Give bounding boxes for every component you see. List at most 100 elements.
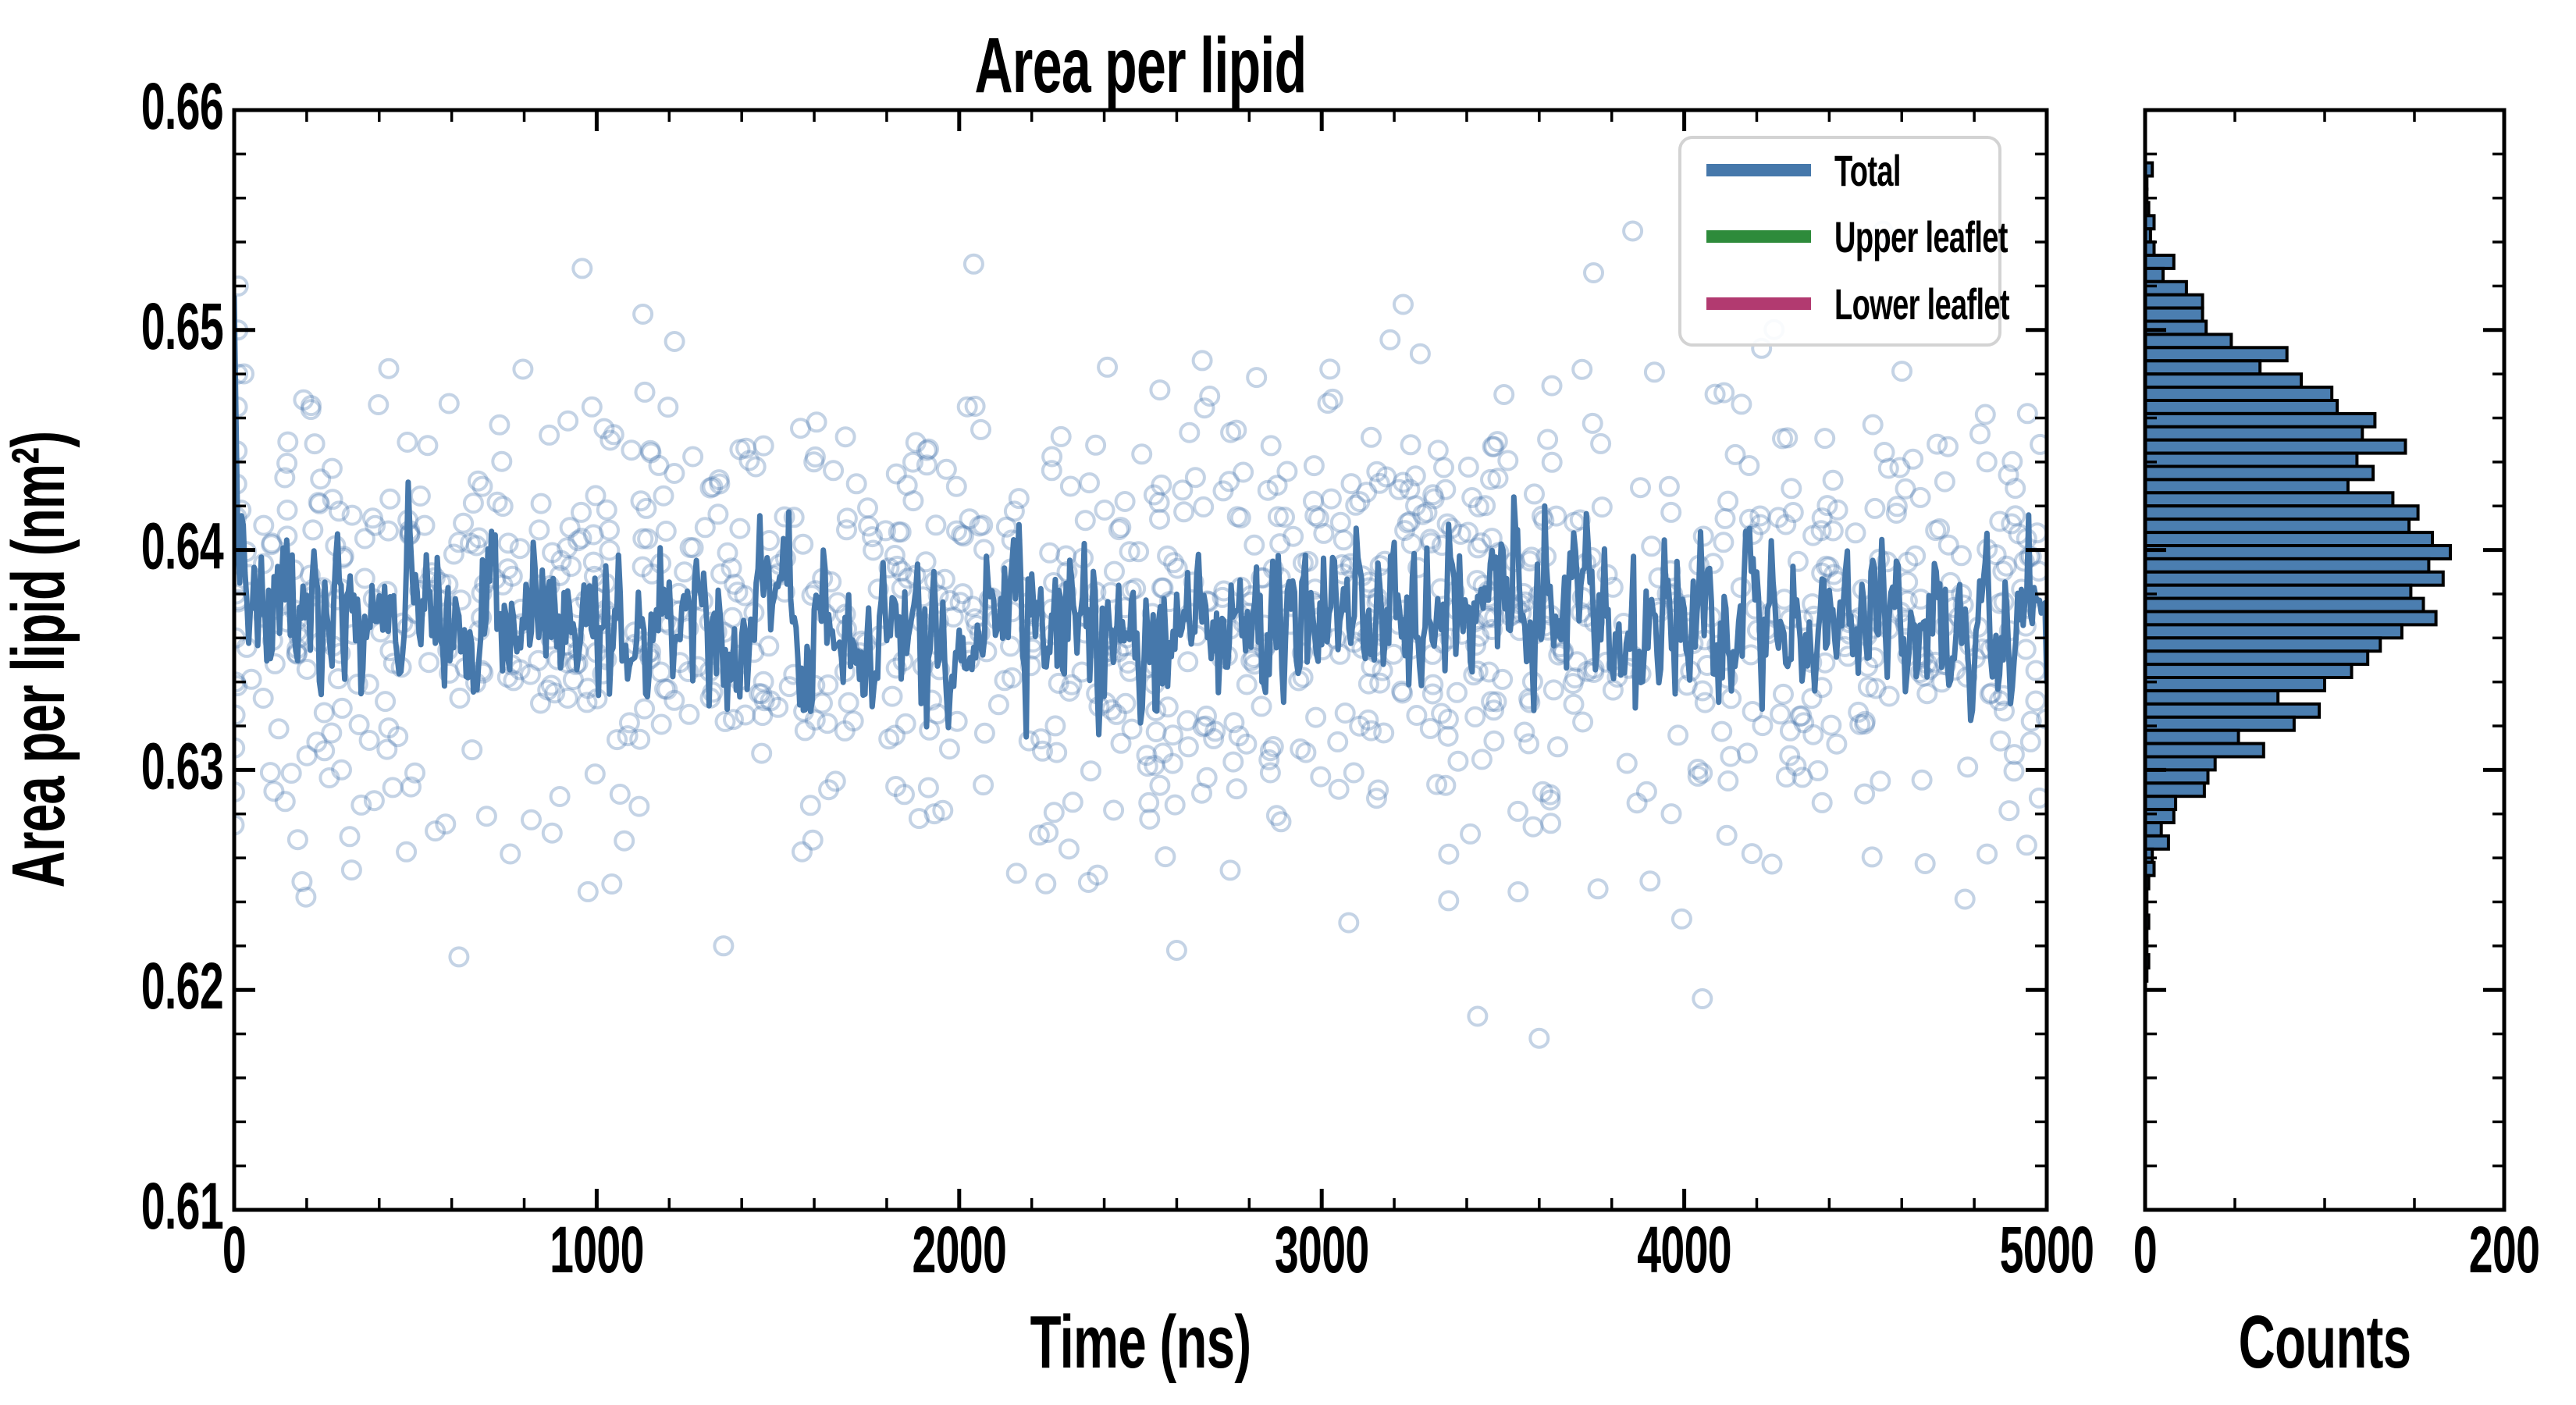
scatter-point <box>2016 834 2037 856</box>
scatter-point <box>945 475 967 497</box>
scatter-point <box>708 469 730 491</box>
scatter-point <box>1814 428 1836 450</box>
scatter-point <box>923 803 945 825</box>
scatter-point <box>1779 745 1801 767</box>
scatter-point <box>1514 721 1535 743</box>
scatter-point <box>1687 759 1709 780</box>
scatter-point <box>1522 816 1544 838</box>
scatter-point <box>1437 709 1459 730</box>
scatter-point <box>1854 710 1876 732</box>
histogram-bar <box>2144 372 2304 389</box>
scatter-point <box>1356 482 1378 503</box>
scatter-point <box>1435 478 1457 500</box>
scatter-point <box>475 806 497 827</box>
scatter-point <box>341 504 363 526</box>
scatter-point <box>1276 461 1298 482</box>
scatter-point <box>727 582 749 603</box>
scatter-point <box>916 439 938 461</box>
scatter-point <box>1085 434 1107 456</box>
hist-x-axis-label: Counts <box>2239 1301 2411 1384</box>
scatter-point <box>318 767 340 788</box>
scatter-point <box>1265 805 1287 827</box>
histogram-bar <box>2144 438 2407 455</box>
scatter-point <box>1114 491 1136 512</box>
histogram-bar <box>2144 293 2204 310</box>
scatter-point <box>1303 455 1325 477</box>
scatter-point <box>1419 528 1441 550</box>
scatter-point <box>1204 720 1226 742</box>
scatter-point <box>1583 262 1604 283</box>
scatter-point <box>471 475 493 497</box>
scatter-point <box>1951 545 1972 567</box>
scatter-point <box>540 674 562 696</box>
scatter-point <box>817 674 839 695</box>
histogram-bar <box>2144 346 2289 363</box>
scatter-point <box>1929 518 1951 539</box>
scatter-point <box>448 946 470 968</box>
scatter-point <box>1059 475 1081 497</box>
scatter-point <box>1121 718 1143 740</box>
x-tick-label: 4000 <box>1637 1215 1731 1287</box>
scatter-point <box>1518 733 1539 755</box>
y-axis-label: Area per lipid (nm²) <box>0 432 80 888</box>
scatter-point <box>321 457 343 479</box>
scatter-point <box>1375 466 1397 488</box>
scatter-point <box>735 437 757 459</box>
scatter-point <box>1466 570 1488 592</box>
scatter-point <box>1976 843 1998 865</box>
scatter-point <box>845 473 867 495</box>
scatter-point <box>1400 434 1421 456</box>
scatter-point <box>1464 706 1486 727</box>
scatter-point <box>1223 712 1245 734</box>
scatter-point <box>648 454 670 476</box>
scatter-point <box>640 442 662 464</box>
scatter-point <box>1873 442 1895 463</box>
scatter-point <box>296 745 318 767</box>
scatter-point <box>584 763 606 785</box>
scatter-point <box>314 740 336 762</box>
scatter-point <box>1397 512 1418 534</box>
scatter-point <box>729 439 751 461</box>
scatter-point <box>1361 720 1382 742</box>
scatter-point <box>1822 520 1844 542</box>
scatter-point <box>1481 691 1503 713</box>
main-spines <box>232 108 2049 1212</box>
scatter-point <box>1820 714 1842 736</box>
histogram-bar <box>2144 279 2188 297</box>
scatter-point <box>331 697 353 719</box>
scatter-point <box>886 555 908 577</box>
scatter-point <box>593 418 615 439</box>
scatter-point <box>1151 474 1172 496</box>
scatter-point <box>946 520 967 542</box>
histogram-bar <box>2144 755 2217 772</box>
scatter-point <box>528 649 550 671</box>
scatter-point <box>296 659 318 680</box>
scatter-point <box>1177 736 1199 758</box>
scatter-point <box>1979 683 2001 705</box>
histogram-bar <box>2144 834 2170 851</box>
scatter-point <box>1854 783 1876 805</box>
scatter-point <box>938 738 960 760</box>
scatter-point <box>956 396 978 418</box>
scatter-point <box>885 463 907 485</box>
scatter-point <box>1471 749 1493 770</box>
scatter-point <box>268 718 290 740</box>
scatter-point <box>1143 484 1165 506</box>
scatter-point <box>1542 679 1564 701</box>
scatter-point <box>1119 541 1140 563</box>
scatter-point <box>1332 529 1354 551</box>
scatter-point <box>264 653 286 674</box>
scatter-point <box>1467 660 1489 682</box>
scatter-point <box>1310 766 1332 788</box>
scatter-point <box>1149 508 1170 530</box>
histogram-bar <box>2144 319 2208 336</box>
scatter-point <box>1236 674 1258 695</box>
scatter-point <box>1482 436 1503 457</box>
scatter-point <box>1590 432 1612 454</box>
scatter-point <box>1807 759 1829 781</box>
scatter-point <box>603 424 624 446</box>
scatter-point <box>925 514 947 536</box>
scatter-point <box>702 476 724 498</box>
scatter-point <box>322 489 343 510</box>
